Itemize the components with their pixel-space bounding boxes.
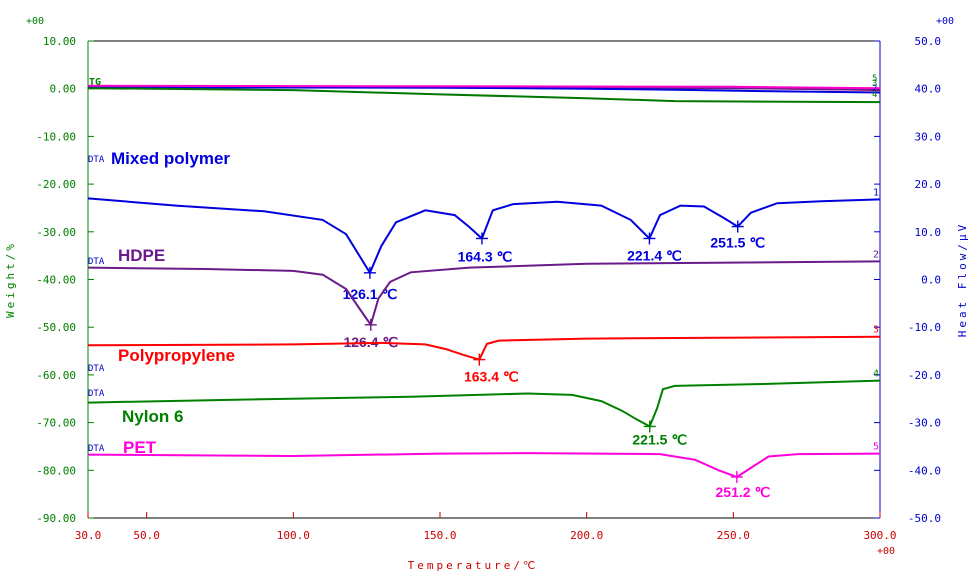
y-right-tick-label: 50.0 [915,35,942,48]
peak-label: 164.3 ℃ [458,248,513,264]
y-left-tick-label: -10.00 [36,130,76,143]
y-left-tick-label: 10.00 [43,35,76,48]
dta-label: DTA [88,364,105,374]
y-right-tick-label: 0.0 [921,274,941,287]
y-left-tick-label: -50.00 [36,321,76,334]
x-tick-label: 200.0 [570,529,603,542]
tg-line-3 [87,86,881,94]
tg-line-4 [87,87,881,104]
dta-line-polypropylene [87,335,881,361]
x-tick-label: 50.0 [133,529,160,542]
x-tick-label: 150.0 [423,529,456,542]
series-name-label: Mixed polymer [111,149,230,168]
y-left-tick-label: -20.00 [36,178,76,191]
dta-label: DTA [88,257,105,267]
tg-line-5 [87,84,881,90]
series-end-number: 4 [873,369,879,380]
series-name-label: Polypropylene [118,346,235,365]
peak-label: 126.4 ℃ [343,334,398,350]
y-left-tick-label: -90.00 [36,512,76,525]
y-left-tick-label: 0.00 [50,83,77,96]
series-end-number: 3 [873,325,879,336]
y-left-tick-label: -30.00 [36,226,76,239]
dta-label: DTA [88,155,105,165]
series-name-label: HDPE [118,246,165,265]
peak-label: 221.4 ℃ [627,247,682,263]
dta-line-pet [87,452,881,479]
y-right-tick-label: 40.0 [915,83,942,96]
y-left-tick-label: -40.00 [36,274,76,287]
dta-line-hdpe [87,260,881,328]
peak-label: 251.5 ℃ [710,235,765,251]
y-right-exponent: +00 [936,16,954,27]
y-right-tick-label: -40.0 [908,464,941,477]
peak-label: 126.1 ℃ [343,286,398,302]
tg-end-label: 3 [872,79,877,89]
y-right-tick-label: -30.0 [908,417,941,430]
y-left-tick-label: -60.00 [36,369,76,382]
y-right-tick-label: -10.0 [908,321,941,334]
x-tick-label: 100.0 [277,529,310,542]
tg-end-label: 2 [872,84,877,94]
y-right-tick-label: -50.0 [908,512,941,525]
x-axis-title: Temperature/℃ [408,559,539,572]
x-exponent: +00 [877,546,895,557]
y-left-axis-title: Weight/% [4,241,17,318]
series-end-number: 1 [873,187,879,198]
tg-end-label: 5 [872,74,877,84]
y-left-tick-label: -80.00 [36,464,76,477]
tg-label: TG [89,77,101,88]
x-tick-label: 250.0 [717,529,750,542]
y-right-tick-label: 30.0 [915,130,942,143]
y-right-tick-label: 10.0 [915,226,942,239]
y-right-tick-label: -20.0 [908,369,941,382]
x-tick-label: 30.0 [75,529,102,542]
peak-label: 251.2 ℃ [716,484,771,500]
tg-end-label: 4 [872,90,877,100]
dta-label: DTA [88,389,105,399]
y-right-tick-label: 20.0 [915,178,942,191]
dta-label: DTA [88,444,105,454]
peak-label: 163.4 ℃ [464,369,519,385]
dta-line-mixed-polymer [87,197,881,275]
series-end-number: 2 [873,249,879,260]
peak-label: 221.5 ℃ [632,431,687,447]
y-left-tick-label: -70.00 [36,417,76,430]
x-tick-label: 300.0 [863,529,896,542]
series-name-label: Nylon 6 [122,407,183,426]
series-end-number: 5 [873,442,879,453]
dta-line-nylon-6 [87,379,881,428]
series-name-label: PET [123,438,157,457]
y-left-exponent: +00 [26,16,44,27]
y-right-axis-title: Heat Flow/μV [956,222,969,337]
